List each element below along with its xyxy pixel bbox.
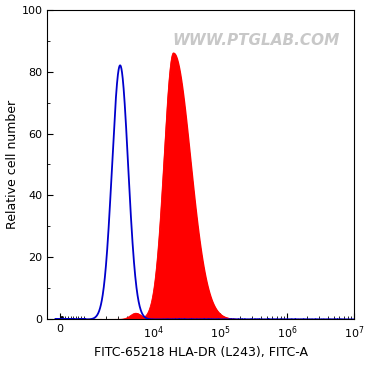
X-axis label: FITC-65218 HLA-DR (L243), FITC-A: FITC-65218 HLA-DR (L243), FITC-A (94, 346, 308, 360)
Text: WWW.PTGLAB.COM: WWW.PTGLAB.COM (172, 33, 340, 48)
Y-axis label: Relative cell number: Relative cell number (6, 100, 18, 229)
